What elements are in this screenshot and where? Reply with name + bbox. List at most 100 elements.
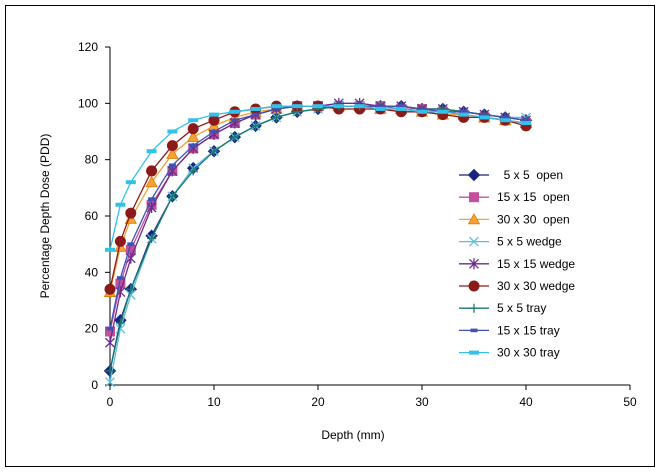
data-point <box>125 207 137 219</box>
y-tick-label: 60 <box>85 209 99 223</box>
data-point <box>521 121 531 126</box>
data-point <box>500 118 511 123</box>
series-line <box>109 105 527 329</box>
x-tick-label: 40 <box>519 395 533 409</box>
data-point <box>146 165 158 177</box>
y-tick-label: 0 <box>91 378 98 392</box>
data-point <box>252 112 260 117</box>
data-point <box>501 115 509 120</box>
y-tick-label: 80 <box>85 153 99 167</box>
x-tick-label: 10 <box>207 395 221 409</box>
legend-marker <box>468 280 480 292</box>
legend-label: 15 x 15 open <box>497 190 570 204</box>
x-tick-label: 30 <box>415 395 429 409</box>
y-tick-label: 120 <box>78 40 98 54</box>
data-point <box>147 234 157 244</box>
data-point <box>126 284 136 294</box>
data-point <box>115 318 125 328</box>
data-point <box>188 118 199 123</box>
series-9 <box>105 104 531 252</box>
data-point <box>145 175 158 188</box>
legend-marker <box>469 303 479 313</box>
legend-marker <box>469 350 479 355</box>
data-point <box>229 109 240 114</box>
series-line <box>109 105 527 372</box>
data-point <box>105 366 115 376</box>
legend-label: 30 x 30 open <box>497 212 570 226</box>
legend-marker <box>470 328 478 333</box>
series-5 <box>105 97 531 349</box>
data-point <box>418 107 426 111</box>
data-point <box>479 115 490 120</box>
data-point <box>375 106 386 111</box>
data-point <box>272 107 280 111</box>
legend-marker <box>469 192 479 203</box>
data-point <box>167 129 178 134</box>
data-point <box>187 123 199 135</box>
data-point <box>188 166 198 176</box>
data-point <box>127 242 135 246</box>
data-point <box>250 106 261 111</box>
data-point <box>167 191 177 201</box>
data-point <box>148 197 156 201</box>
legend-label: 5 x 5 open <box>497 168 563 182</box>
legend-label: 5 x 5 tray <box>497 301 546 315</box>
data-point <box>167 165 178 177</box>
data-point <box>376 104 384 108</box>
data-point <box>313 104 323 109</box>
y-tick-label: 20 <box>85 322 99 336</box>
data-point <box>116 276 124 280</box>
x-axis-title: Depth (mm) <box>321 428 384 442</box>
data-point <box>105 247 115 252</box>
data-point <box>115 202 126 207</box>
data-point <box>105 337 115 349</box>
data-point <box>115 323 126 334</box>
x-tick-label: 0 <box>107 395 114 409</box>
data-point <box>189 143 197 148</box>
data-point <box>522 118 530 123</box>
data-point <box>166 140 178 152</box>
legend: 5 x 5 open 15 x 15 open 30 x 30 open 5 x 5 … <box>459 168 575 360</box>
data-point <box>187 130 200 143</box>
series-line <box>109 105 527 250</box>
data-point <box>333 104 344 109</box>
data-point <box>208 114 220 126</box>
data-point <box>114 235 126 247</box>
data-point <box>106 326 114 331</box>
data-point <box>397 104 405 108</box>
x-tick-label: 50 <box>623 395 637 409</box>
data-point <box>271 104 282 109</box>
data-point <box>292 104 303 109</box>
legend-label: 30 x 30 wedge <box>497 279 575 293</box>
data-point <box>209 146 219 156</box>
legend-label: 30 x 30 tray <box>497 346 560 360</box>
data-point <box>231 118 239 123</box>
series-8 <box>106 104 530 331</box>
data-point <box>271 112 281 122</box>
y-axis-title: Percentage Depth Dose (PDD) <box>38 134 52 299</box>
data-point <box>480 112 488 117</box>
legend-label: 15 x 15 wedge <box>497 257 575 271</box>
series-line <box>109 102 527 343</box>
legend-label: 15 x 15 tray <box>497 323 560 337</box>
x-tick-label: 20 <box>311 395 325 409</box>
data-point <box>396 106 407 111</box>
legend-label: 5 x 5 wedge <box>497 235 562 249</box>
data-point <box>292 107 302 117</box>
data-point <box>230 132 240 142</box>
legend-marker <box>469 236 479 247</box>
data-point <box>417 109 427 114</box>
data-point <box>146 149 157 154</box>
legend-marker <box>469 258 479 270</box>
data-point <box>354 104 365 109</box>
y-tick-label: 40 <box>85 265 99 279</box>
legend-marker <box>467 168 481 182</box>
data-point <box>125 180 136 185</box>
data-point <box>437 109 448 114</box>
data-point <box>460 109 468 114</box>
y-tick-label: 100 <box>78 96 98 110</box>
data-point <box>251 121 261 131</box>
data-point <box>209 112 219 117</box>
data-point <box>105 377 115 388</box>
